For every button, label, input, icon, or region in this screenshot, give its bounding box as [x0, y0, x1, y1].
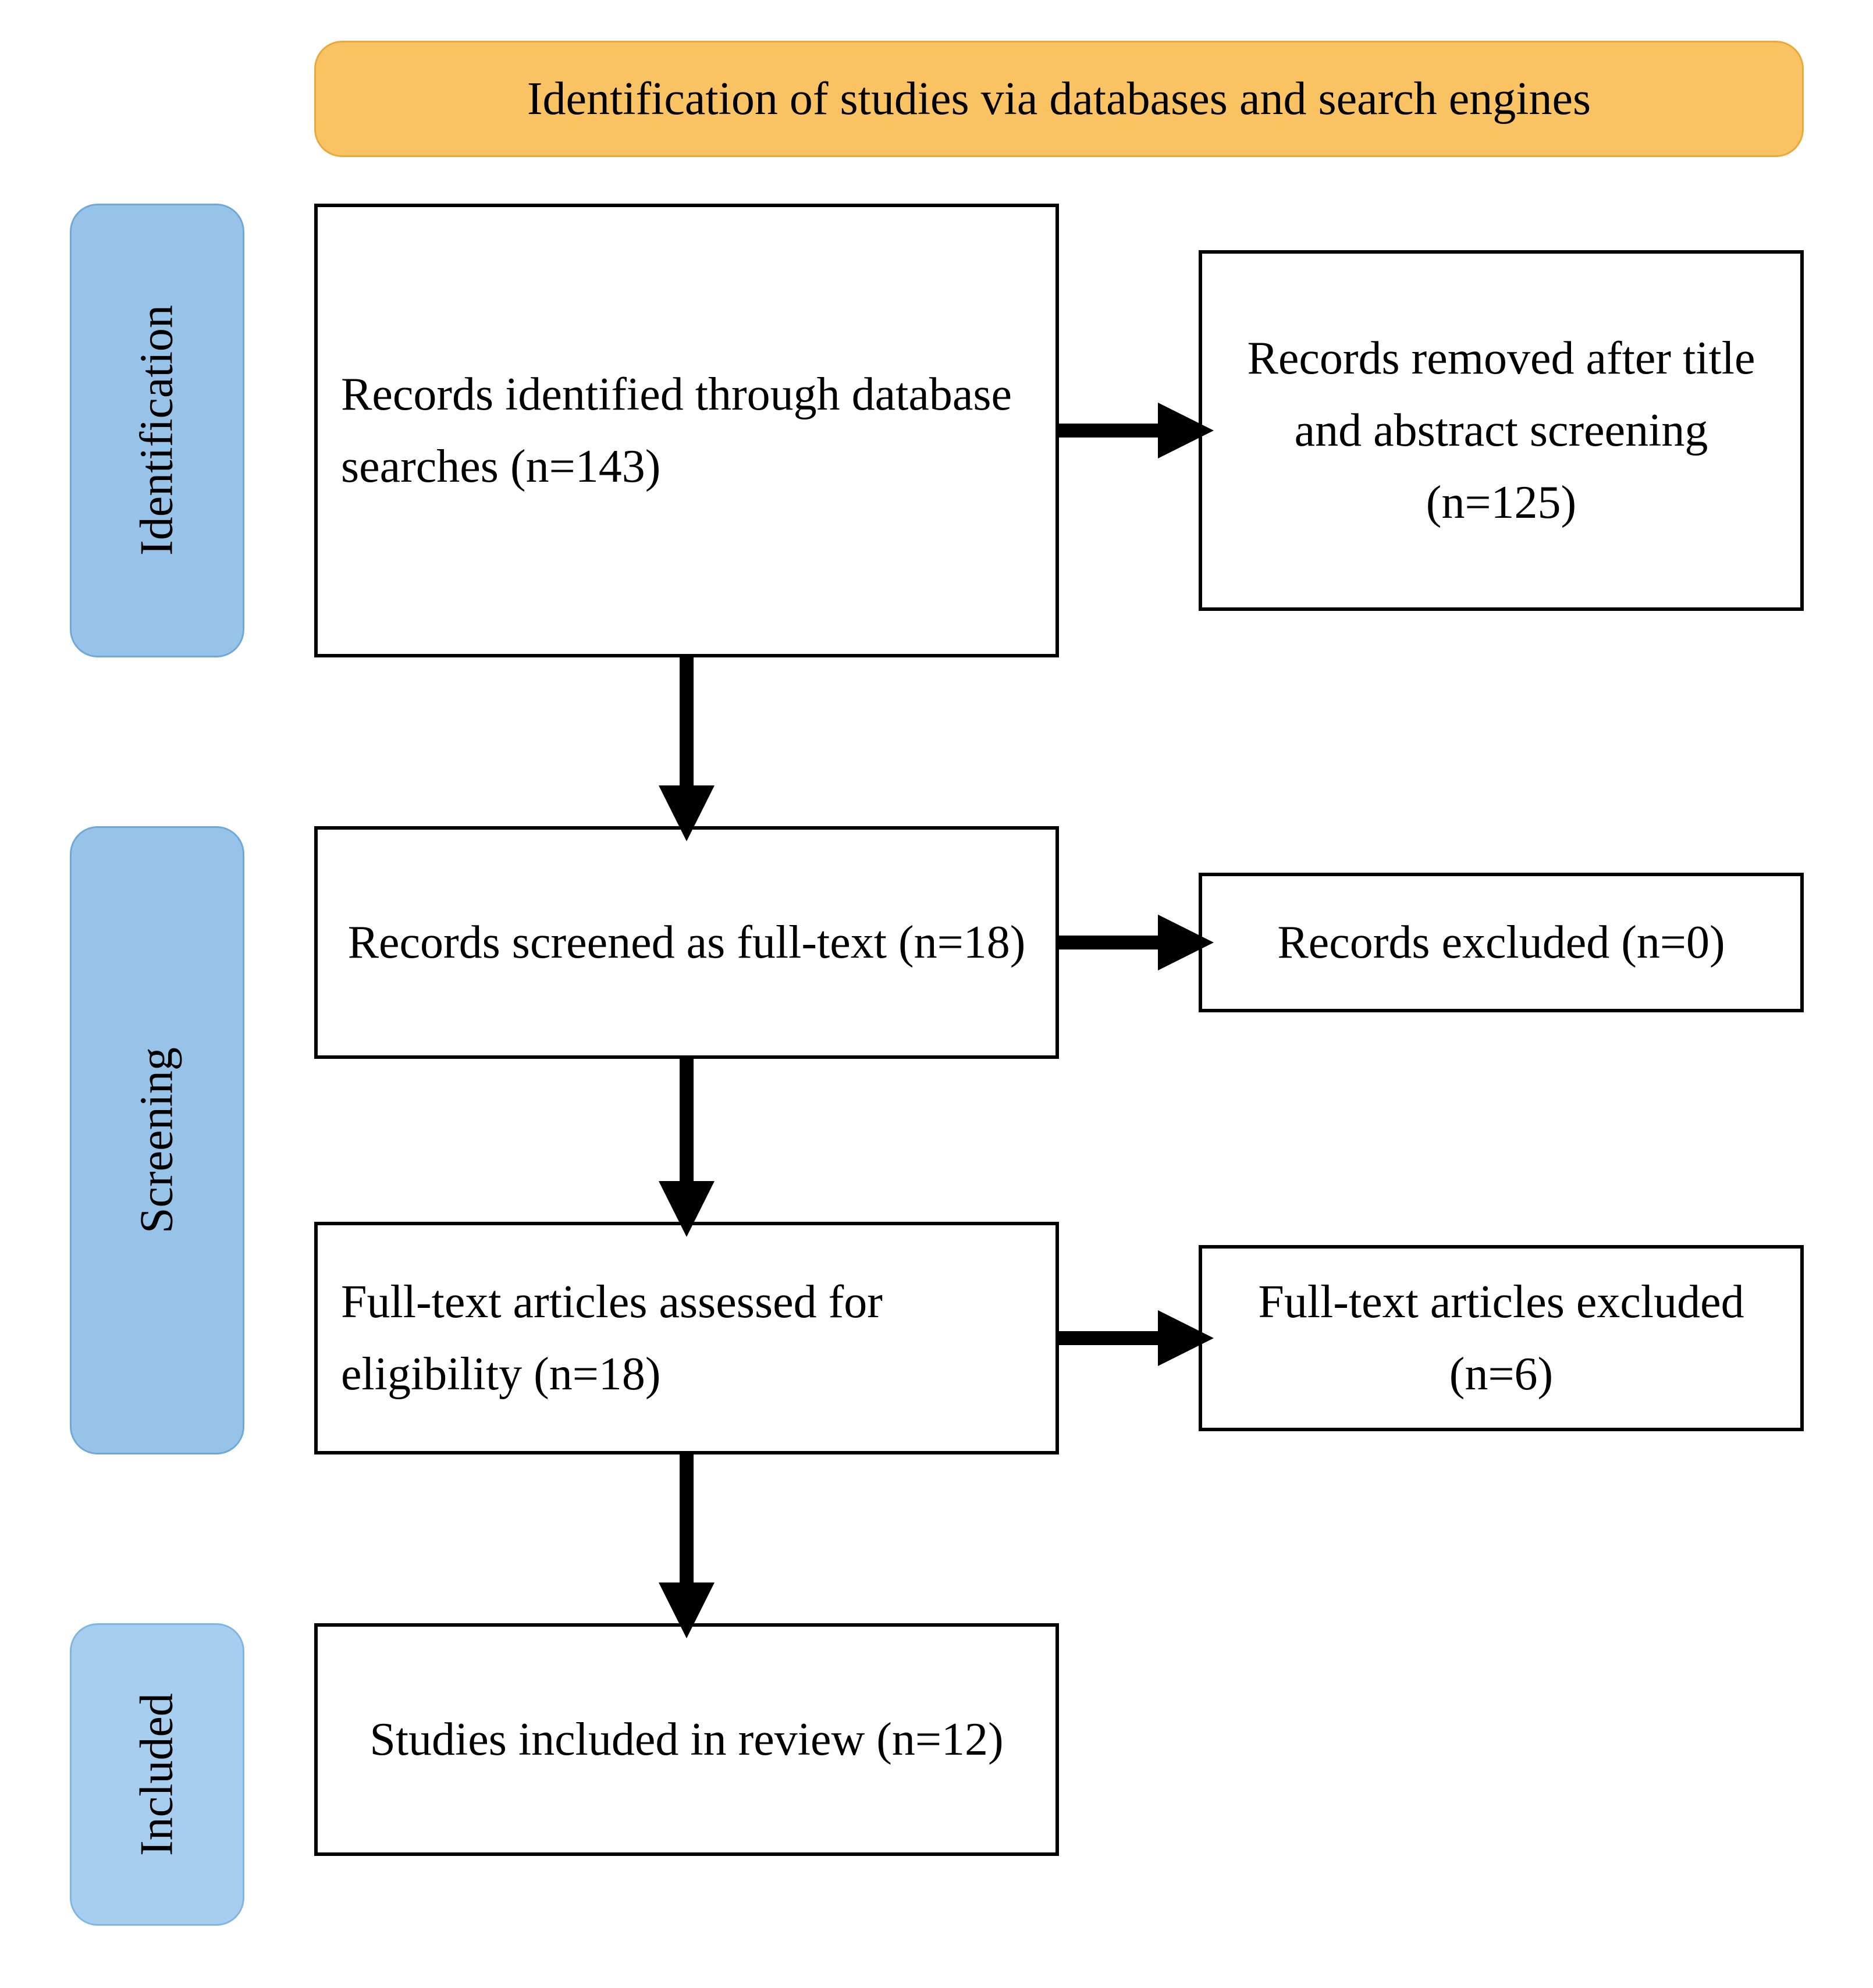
- arrows-layer: [0, 0, 1873, 1988]
- prisma-flowchart: Identification of studies via databases …: [0, 0, 1873, 1988]
